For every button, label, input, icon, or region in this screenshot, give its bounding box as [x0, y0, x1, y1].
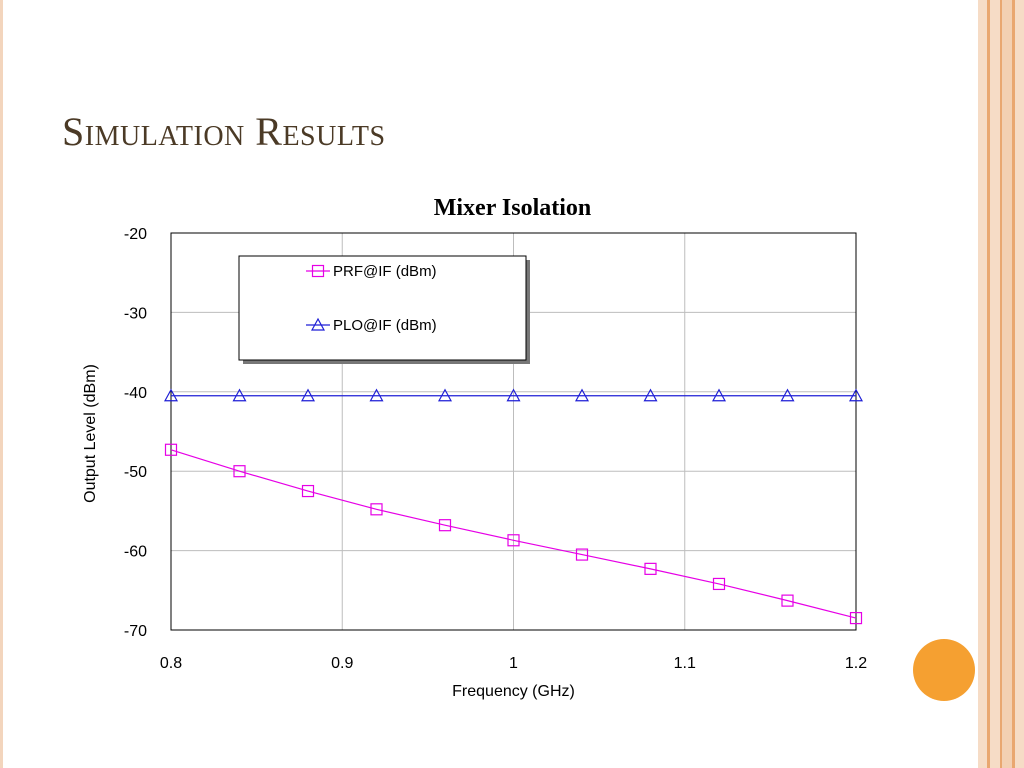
series-line — [170, 449, 857, 619]
legend-label: PRF@IF (dBm) — [333, 263, 437, 280]
legend-label: PLO@IF (dBm) — [333, 317, 437, 334]
y-tick-label: -70 — [124, 623, 147, 640]
y-tick-label: -30 — [124, 305, 147, 322]
legend-box — [238, 255, 527, 361]
data-point — [300, 388, 316, 402]
chart-legend: PRF@IF (dBm) PLO@IF (dBm) — [238, 255, 530, 364]
slide-title: Simulation Results — [62, 109, 386, 154]
data-point — [848, 388, 864, 402]
data-point — [781, 594, 794, 607]
plot-area-frame — [170, 232, 857, 631]
legend-swatch-marker — [310, 317, 326, 331]
x-axis-label: Frequency (GHz) — [452, 683, 575, 700]
data-point — [369, 388, 384, 402]
slide-left-border — [0, 0, 3, 768]
data-point — [644, 562, 657, 575]
data-point — [370, 503, 383, 516]
data-point — [233, 465, 246, 478]
data-point — [301, 484, 315, 498]
data-point — [575, 548, 589, 561]
data-point — [507, 534, 520, 547]
data-point — [437, 388, 453, 402]
y-tick-label: -20 — [124, 226, 147, 243]
slide-right-border — [978, 0, 1024, 768]
series-prf — [164, 443, 863, 625]
y-tick-label: -50 — [124, 464, 147, 481]
series-layer — [163, 388, 864, 625]
x-tick-label: 0.9 — [331, 655, 353, 672]
y-tick-label: -60 — [124, 544, 147, 561]
data-point — [849, 611, 863, 625]
data-point — [643, 388, 658, 402]
chart-title: Mixer Isolation — [434, 195, 592, 221]
x-tick-label: 1.2 — [845, 655, 867, 672]
y-tick-label: -40 — [124, 385, 147, 402]
decorative-orange-circle — [913, 639, 975, 701]
data-point — [163, 388, 179, 402]
data-point — [232, 388, 247, 402]
data-point — [164, 443, 178, 456]
data-point — [712, 577, 726, 591]
data-point — [711, 388, 727, 402]
data-point — [438, 519, 452, 532]
data-point — [780, 388, 795, 402]
y-axis-label: Output Level (dBm) — [82, 364, 99, 503]
axis-ticks: 0.8 0.9 1 1.1 1.2 -20 -30 -40 -50 -60 -70 — [124, 226, 867, 672]
series-plo — [163, 388, 864, 402]
data-point — [506, 388, 521, 402]
x-tick-label: 1 — [509, 655, 518, 672]
data-point — [574, 388, 590, 402]
legend-swatch-marker — [311, 264, 325, 278]
x-tick-label: 1.1 — [674, 655, 696, 672]
x-tick-label: 0.8 — [160, 655, 182, 672]
